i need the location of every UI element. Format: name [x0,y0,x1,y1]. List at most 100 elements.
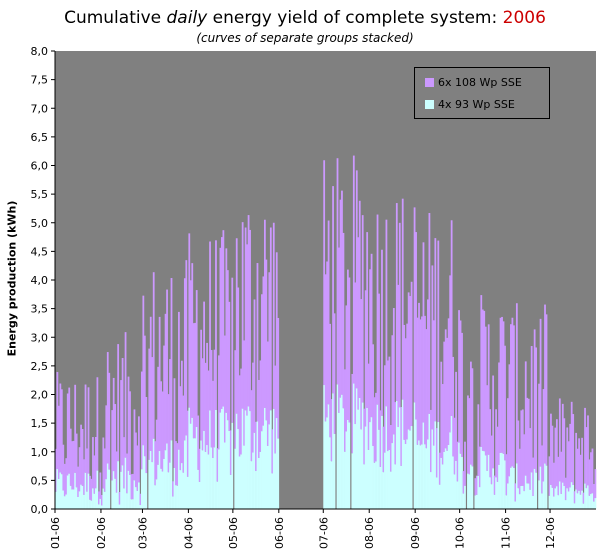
bar-4x93 [246,415,248,509]
bar-6x108 [121,358,124,466]
bar-4x93 [268,424,271,509]
bar-4x93 [252,452,254,509]
bar-6x108 [178,311,180,450]
bar-4x93 [389,471,392,509]
bar-6x108 [339,199,342,398]
bar-6x108 [63,463,66,497]
bar-6x108 [255,421,257,472]
bar-6x108 [550,413,552,485]
bar-6x108 [92,437,94,489]
bar-4x93 [338,412,340,509]
bar-4x93 [458,442,460,509]
bar-4x93 [198,481,201,509]
bar-4x93 [590,494,592,509]
bar-6x108 [587,415,589,486]
bar-4x93 [385,406,388,509]
bar-6x108 [455,371,457,461]
bar-4x93 [502,453,505,509]
bar-6x108 [68,387,71,474]
bar-6x108 [394,402,397,465]
bar-4x93 [60,474,63,509]
bar-4x93 [118,504,121,509]
bar-6x108 [404,338,407,445]
bar-6x108 [234,350,237,449]
bar-4x93 [66,475,69,509]
bar-6x108 [180,360,183,464]
bar-4x93 [263,407,266,509]
bar-4x93 [434,421,437,509]
bar-6x108 [477,404,480,476]
bar-4x93 [173,467,176,509]
bar-4x93 [149,450,152,509]
bar-4x93 [588,495,591,509]
bar-4x93 [341,394,343,509]
bar-6x108 [323,160,326,386]
bar-6x108 [169,359,171,463]
bar-4x93 [449,432,452,509]
bar-6x108 [237,287,240,430]
bar-4x93 [117,461,120,509]
bar-4x93 [222,406,225,509]
bar-6x108 [148,348,151,460]
bar-6x108 [551,425,554,488]
bar-6x108 [78,447,81,492]
bar-6x108 [518,448,521,495]
bar-4x93 [538,480,540,509]
bar-4x93 [489,477,492,509]
bar-4x93 [481,450,484,509]
bar-4x93 [135,487,137,509]
bar-6x108 [83,459,85,495]
bar-4x93 [453,474,456,509]
bar-4x93 [432,445,435,509]
bar-4x93 [504,460,506,509]
bar-4x93 [487,454,490,509]
bar-6x108 [358,200,361,398]
x-tick-label: 10-06 [454,517,467,549]
legend: 6x 108 Wp SSE 4x 93 Wp SSE [414,67,550,119]
bar-4x93 [259,451,262,509]
bar-6x108 [252,362,254,453]
bar-6x108 [149,316,152,451]
bar-4x93 [332,393,334,509]
bar-6x108 [569,423,572,488]
bar-4x93 [57,479,60,509]
bar-6x108 [275,252,278,419]
bar-4x93 [363,464,366,509]
bar-4x93 [244,410,247,509]
bar-4x93 [195,426,198,509]
bar-4x93 [215,409,217,509]
legend-swatch-1 [425,100,434,109]
bar-6x108 [474,478,477,496]
bar-6x108 [120,380,122,472]
bar-4x93 [579,494,582,509]
bar-4x93 [234,448,237,509]
bar-4x93 [160,468,163,509]
bar-6x108 [520,410,523,487]
bar-4x93 [55,491,57,509]
bar-6x108 [367,363,370,450]
bar-4x93 [440,457,443,509]
bar-6x108 [268,272,271,425]
x-tick-label: 12-06 [544,517,557,549]
bar-6x108 [95,436,97,489]
bar-4x93 [470,464,472,509]
bar-4x93 [152,438,155,509]
bar-4x93 [329,437,331,509]
bar-4x93 [92,488,94,509]
bar-6x108 [425,329,428,449]
bar-4x93 [587,485,589,509]
bar-4x93 [401,399,404,509]
bar-6x108 [515,303,518,464]
bar-4x93 [564,500,567,509]
bar-6x108 [203,301,206,431]
bar-4x93 [201,450,204,509]
bar-4x93 [192,438,195,509]
bar-4x93 [452,456,455,509]
bar-4x93 [578,490,580,509]
bar-6x108 [154,441,157,486]
bar-6x108 [143,335,146,457]
bar-4x93 [75,487,78,509]
bar-6x108 [89,475,91,500]
bar-6x108 [132,473,134,500]
bar-4x93 [344,451,346,509]
